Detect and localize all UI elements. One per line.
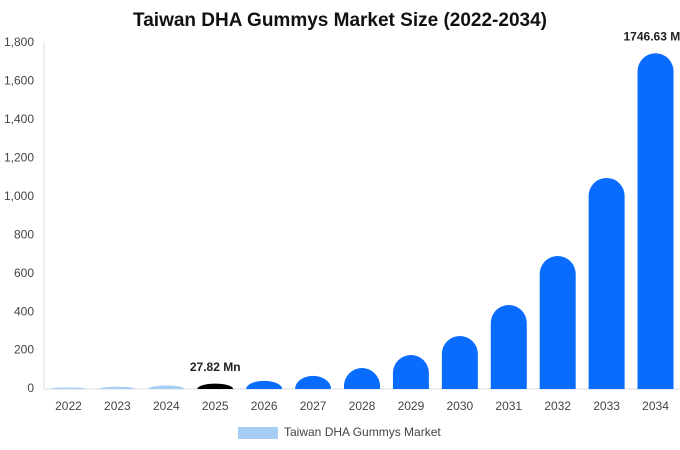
y-tick-label: 400 [14,304,34,318]
bar [99,386,136,389]
y-tick-label: 1,800 [4,35,34,49]
value-label: 27.82 Mn [190,360,241,374]
y-tick-label: 200 [14,343,34,357]
bar [392,354,429,389]
x-tick-label: 2026 [251,399,278,413]
bar [50,387,87,389]
x-tick-label: 2023 [104,399,131,413]
x-tick-label: 2032 [544,399,571,413]
x-tick-label: 2025 [202,399,229,413]
chart-title: Taiwan DHA Gummys Market Size (2022-2034… [133,10,547,31]
y-tick-label: 1,600 [4,74,34,88]
y-tick-label: 1,000 [4,189,34,203]
y-tick-label: 1,400 [4,112,34,126]
value-label: 1746.63 Mn [624,29,680,43]
bar [637,53,674,389]
bar [344,368,380,389]
legend-swatch [238,427,278,439]
bar [197,383,234,389]
x-tick-label: 2028 [349,399,376,413]
y-tick-label: 1,200 [4,151,34,165]
x-tick-label: 2034 [642,399,669,413]
x-tick-label: 2031 [495,399,522,413]
x-tick-label: 2030 [446,399,473,413]
y-tick-label: 800 [14,227,34,241]
bar [490,304,527,389]
y-tick-label: 600 [14,266,34,280]
legend-label: Taiwan DHA Gummys Market [284,425,441,439]
x-tick-label: 2029 [398,399,425,413]
bar [539,255,576,389]
bar [588,177,625,389]
y-tick-label: 0 [27,381,34,395]
x-tick-label: 2027 [300,399,327,413]
x-tick-label: 2022 [55,399,82,413]
bar [295,375,332,389]
bar [246,380,283,389]
bar [148,385,185,389]
x-tick-label: 2033 [593,399,620,413]
bar [441,335,478,389]
x-tick-label: 2024 [153,399,180,413]
